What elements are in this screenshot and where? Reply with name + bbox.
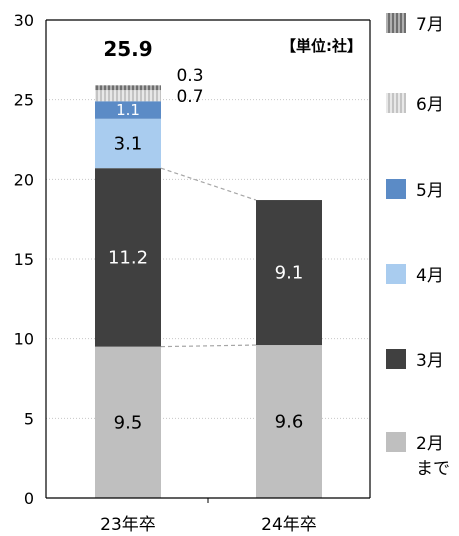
data-label: 3.1 — [114, 133, 143, 154]
data-label: 0.3 — [176, 66, 203, 86]
data-label: 9.1 — [275, 263, 304, 284]
connector-lines — [161, 168, 256, 346]
data-label: 9.5 — [114, 412, 143, 433]
data-label: 11.2 — [108, 247, 148, 268]
legend-swatch — [386, 13, 406, 33]
total-label: 25.9 — [103, 37, 152, 61]
y-tick-label: 30 — [14, 11, 34, 30]
legend: 7月 6月 5月 4月 3月 2月まで — [386, 13, 450, 479]
legend-swatch — [386, 264, 406, 284]
legend-label: 3月 — [416, 351, 444, 371]
connector-line — [161, 168, 256, 200]
unit-note: 【単位:社】 — [281, 37, 362, 55]
legend-swatch — [386, 432, 406, 452]
data-label: 1.1 — [116, 101, 140, 119]
y-tick-label: 15 — [14, 250, 34, 269]
data-label: 9.6 — [275, 412, 304, 433]
bar-segment — [95, 90, 161, 101]
connector-line — [161, 345, 256, 347]
y-tick-label: 20 — [14, 170, 34, 189]
legend-swatch — [386, 93, 406, 113]
legend-label: 7月 — [416, 15, 444, 35]
legend-swatch — [386, 349, 406, 369]
bar-segment — [95, 85, 161, 90]
legend-label: 2月まで — [416, 434, 450, 479]
y-tick-label: 0 — [24, 489, 34, 508]
legend-label: 6月 — [416, 95, 444, 115]
y-tick-label: 25 — [14, 91, 34, 110]
y-tick-label: 5 — [24, 409, 34, 428]
legend-label: 5月 — [416, 181, 444, 201]
x-tick-label: 23年卒 — [100, 515, 156, 535]
y-tick-label: 10 — [14, 330, 34, 349]
legend-swatch — [386, 179, 406, 199]
legend-label: 4月 — [416, 266, 444, 286]
x-tick-label: 24年卒 — [261, 515, 317, 535]
data-label: 0.7 — [176, 87, 203, 107]
